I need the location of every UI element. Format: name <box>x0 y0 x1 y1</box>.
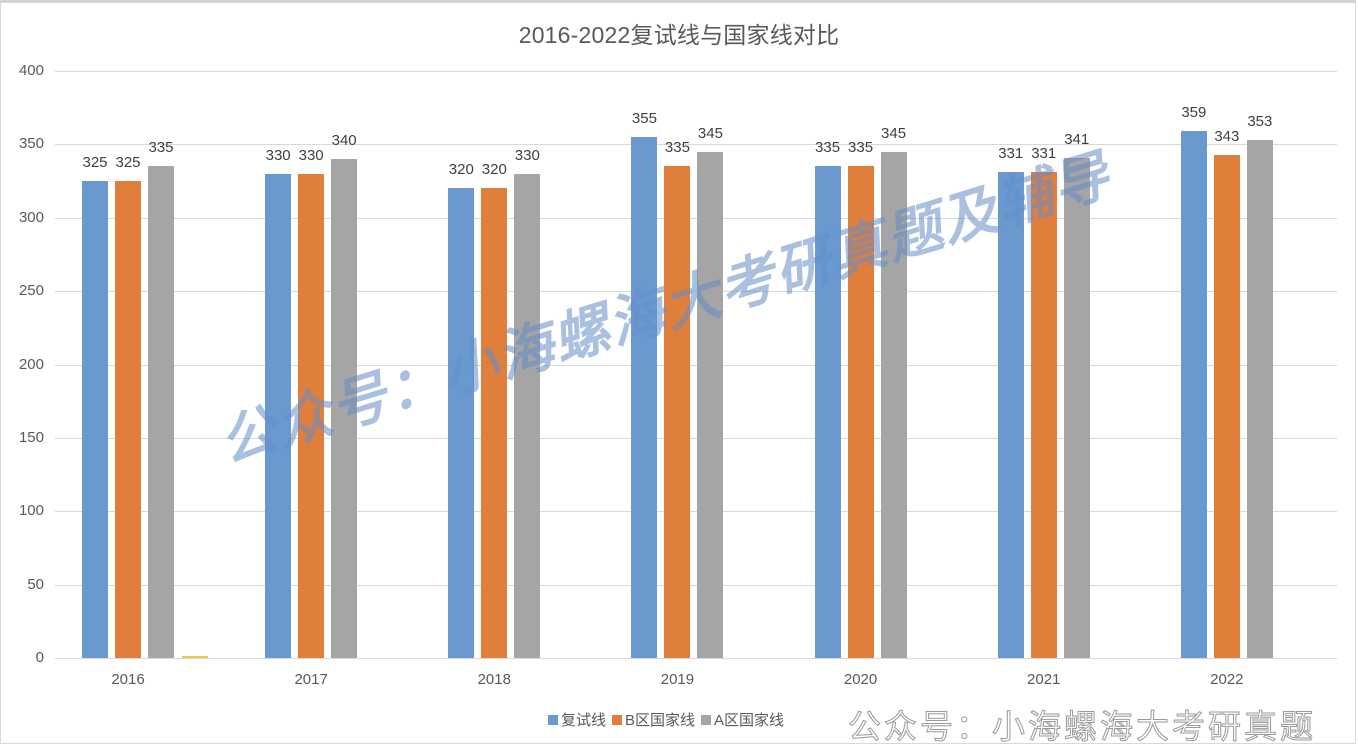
x-tick-label: 2016 <box>111 671 145 688</box>
bar-2018-1 <box>481 188 508 658</box>
data-label: 345 <box>881 124 907 142</box>
gridline <box>55 437 1337 439</box>
bar-2020-1 <box>847 166 874 658</box>
bar-2021-1 <box>1030 172 1057 658</box>
data-label: 335 <box>148 139 174 157</box>
data-label: 320 <box>448 161 474 179</box>
x-tick-label: 2022 <box>1210 671 1244 688</box>
legend-swatch-retest-icon <box>548 714 558 725</box>
y-tick-label: 300 <box>18 208 44 226</box>
legend-label: A区国家线 <box>714 712 785 729</box>
y-tick-label: 250 <box>18 282 44 300</box>
legend-item-a-zone: A区国家线 <box>701 709 784 730</box>
data-label: 325 <box>82 154 108 172</box>
y-tick-label: 100 <box>18 502 44 520</box>
x-tick-label: 2017 <box>294 671 328 688</box>
bar-2016-0 <box>82 181 108 658</box>
legend-label: B区国家线 <box>625 712 696 729</box>
bar-2017-2 <box>331 159 358 658</box>
x-tick-label: 2021 <box>1027 671 1061 688</box>
y-tick-label: 400 <box>18 62 44 79</box>
data-label: 340 <box>331 132 357 150</box>
bar-2019-1 <box>664 166 691 658</box>
gridline <box>55 71 1337 72</box>
data-label: 355 <box>631 110 657 128</box>
x-tick-label: 2020 <box>843 671 878 688</box>
bar-2021-2 <box>1063 157 1090 658</box>
data-label: 330 <box>265 146 291 164</box>
data-label: 335 <box>815 139 841 157</box>
plot-area: 325 325 335 330 330 340 320 320 330 355 335 345 335 3… <box>55 71 1337 659</box>
bar-2021-0 <box>997 172 1024 658</box>
legend-swatch-a-zone-icon <box>701 714 712 725</box>
legend-swatch-b-zone-icon <box>612 714 623 725</box>
bar-2022-0 <box>1180 131 1207 658</box>
gridline <box>55 144 1337 146</box>
data-label: 343 <box>1214 127 1240 145</box>
legend-item-retest: 复试线 <box>548 709 606 730</box>
chart-title: 2016-2022复试线与国家线对比 <box>518 22 840 48</box>
data-label: 320 <box>481 161 507 179</box>
data-label: 330 <box>298 146 324 164</box>
data-label: 331 <box>1031 145 1057 163</box>
bar-2019-0 <box>631 137 658 658</box>
legend: 复试线 B区国家线 A区国家线 <box>548 709 786 730</box>
data-label: 325 <box>115 154 141 172</box>
y-tick-label: 350 <box>18 135 44 153</box>
bar-2018-2 <box>514 173 541 658</box>
gridline <box>55 217 1337 219</box>
y-tick-label: 50 <box>27 575 44 593</box>
y-tick-label: 150 <box>18 428 44 446</box>
gridline <box>55 658 1337 659</box>
data-label: 353 <box>1247 112 1273 130</box>
gridline <box>55 364 1337 366</box>
gridline <box>55 291 1337 293</box>
bar-2017-0 <box>265 173 292 658</box>
bar-2020-2 <box>880 151 907 658</box>
bar-2016-1 <box>115 181 141 658</box>
y-tick-label: 0 <box>35 649 44 666</box>
gridline <box>55 511 1337 513</box>
bar-2017-1 <box>298 173 325 658</box>
data-label: 345 <box>697 124 723 142</box>
gridline <box>55 584 1337 586</box>
bar-2022-2 <box>1246 139 1273 658</box>
data-label: 335 <box>848 139 874 157</box>
empty-series-marker <box>182 656 208 658</box>
data-label: 341 <box>1064 130 1090 148</box>
x-tick-label: 2018 <box>477 671 511 688</box>
data-label: 331 <box>998 145 1024 163</box>
data-label: 335 <box>664 139 690 157</box>
x-tick-label: 2019 <box>660 671 695 688</box>
bar-2019-2 <box>697 151 724 658</box>
data-label: 330 <box>514 146 540 164</box>
bar-2020-0 <box>814 166 841 658</box>
data-label: 359 <box>1181 104 1207 122</box>
y-tick-label: 200 <box>18 355 44 373</box>
legend-label: 复试线 <box>561 712 607 729</box>
corner-watermark: 公众号：小海螺海大考研真题 <box>848 707 1316 747</box>
bar-2016-2 <box>148 166 174 658</box>
bar-2022-1 <box>1213 154 1240 658</box>
legend-item-b-zone: B区国家线 <box>612 709 695 730</box>
bar-2018-0 <box>448 188 475 658</box>
